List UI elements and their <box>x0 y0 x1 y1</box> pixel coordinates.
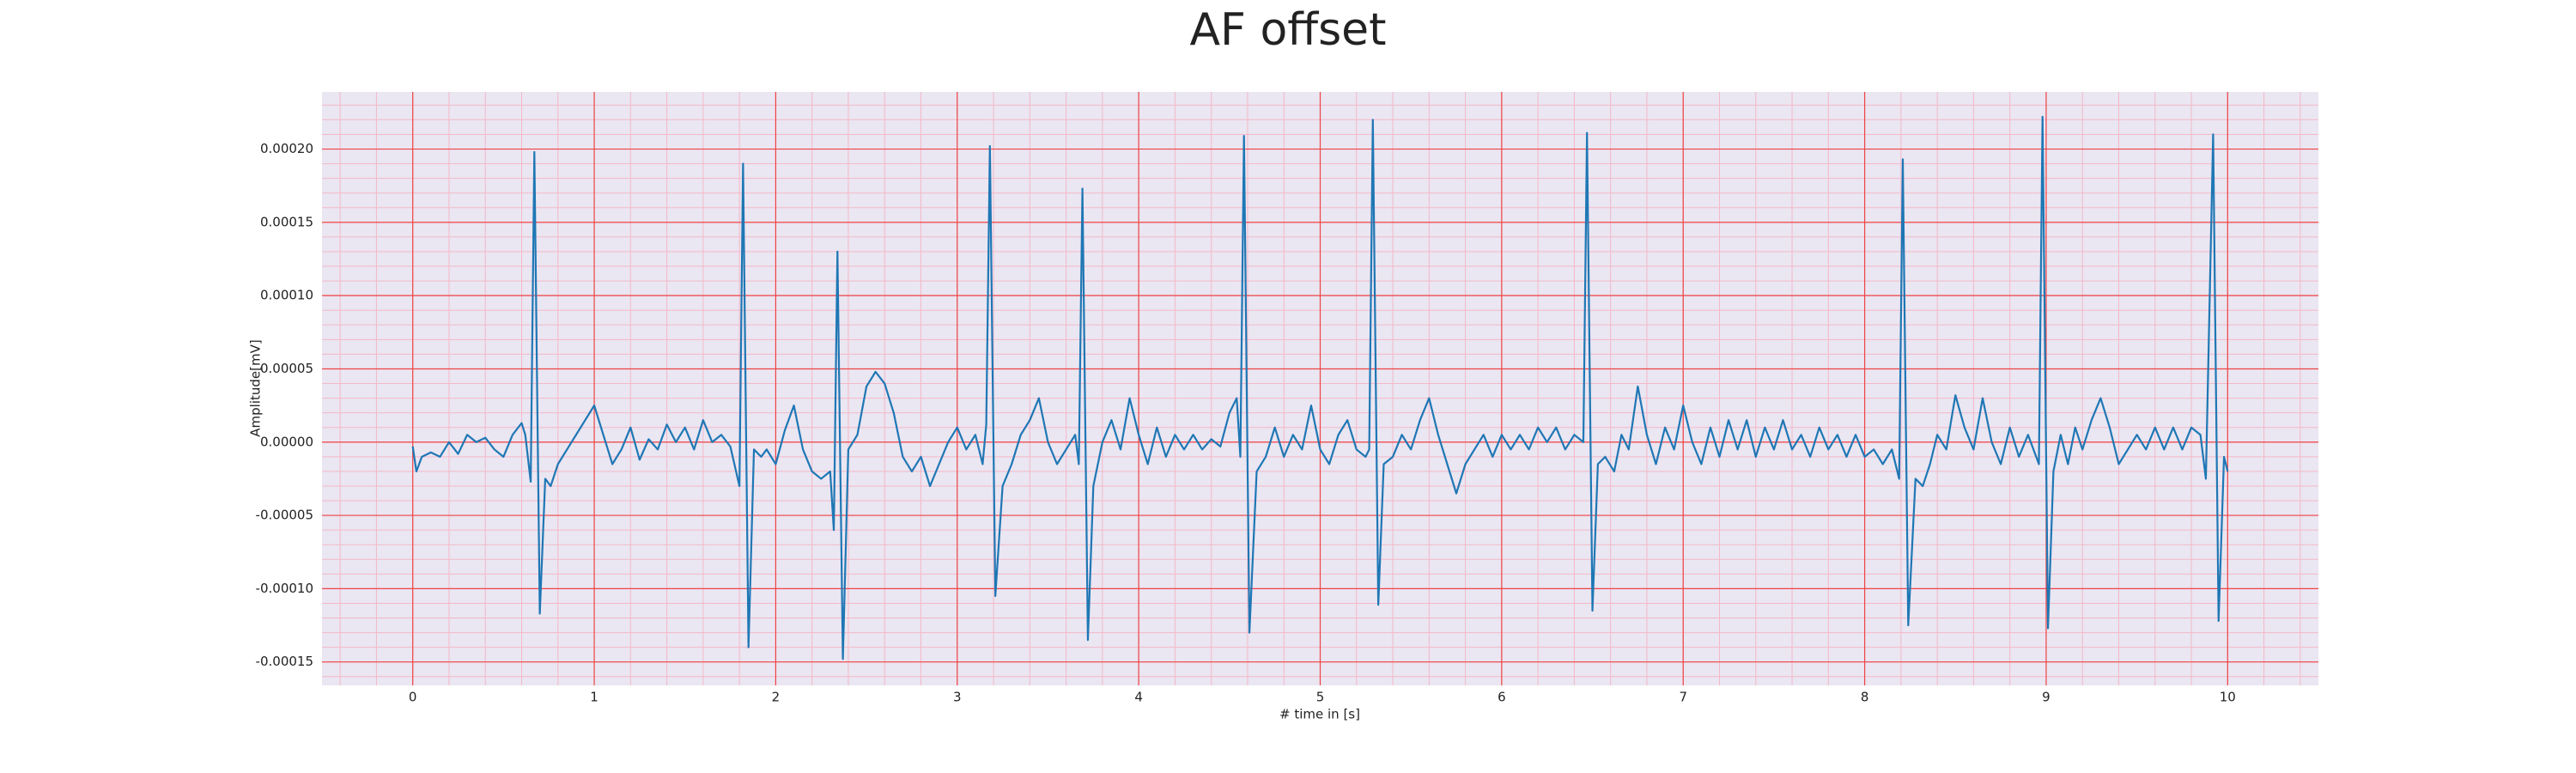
x-tick-label: 9 <box>2042 690 2050 705</box>
y-tick-label: -0.00015 <box>256 654 313 669</box>
chart-title: AF offset <box>1189 4 1386 56</box>
y-tick-label: -0.00010 <box>256 581 313 596</box>
y-tick-label: 0.00015 <box>260 214 313 229</box>
x-tick-label: 7 <box>1679 690 1687 705</box>
y-tick-label: 0.00005 <box>260 361 313 376</box>
x-tick-label: 5 <box>1316 690 1325 705</box>
x-tick-label: 8 <box>1861 690 1869 705</box>
signal-line <box>411 115 2229 660</box>
plot-lines <box>411 115 2229 660</box>
y-tick-label: 0.00010 <box>260 288 313 303</box>
y-tick-label: 0.00000 <box>260 434 313 449</box>
x-tick-label: 10 <box>2220 690 2236 705</box>
x-tick-label: 3 <box>953 690 962 705</box>
major-grid <box>322 92 2318 685</box>
x-tick-label: 4 <box>1134 690 1143 705</box>
x-tick-label: 6 <box>1498 690 1506 705</box>
y-tick-label: -0.00005 <box>256 508 313 523</box>
y-tick-label: 0.00020 <box>260 141 313 156</box>
x-tick-label: 2 <box>772 690 781 705</box>
y-axis-label: Amplitude[mV] <box>248 339 264 436</box>
x-tick-label: 0 <box>409 690 417 705</box>
x-axis-label: # time in [s] <box>1279 707 1360 722</box>
x-tick-label: 1 <box>590 690 598 705</box>
